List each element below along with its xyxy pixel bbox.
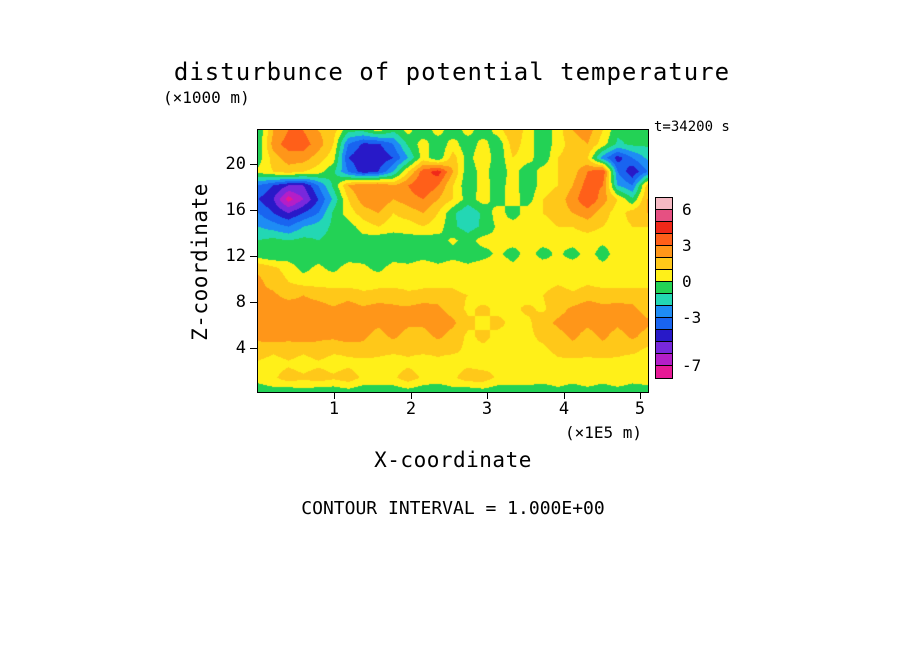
colorbar-segment [656, 342, 672, 354]
colorbar-segment [656, 330, 672, 342]
colorbar-segment [656, 246, 672, 258]
colorbar-tick-label: 3 [682, 236, 692, 255]
colorbar-segment [656, 318, 672, 330]
x-tick-label: 3 [481, 399, 493, 419]
colorbar-segment [656, 234, 672, 246]
y-axis-unit-label: (×1000 m) [163, 88, 250, 107]
colorbar-segment [656, 366, 672, 378]
y-tick-mark [250, 302, 257, 303]
colorbar-segment [656, 294, 672, 306]
y-tick-mark [250, 164, 257, 165]
x-tick-mark [487, 392, 488, 399]
colorbar-segment [656, 354, 672, 366]
colorbar-segment [656, 258, 672, 270]
colorbar-segment [656, 210, 672, 222]
colorbar-segment [656, 282, 672, 294]
colorbar-tick-label: -3 [682, 308, 702, 327]
y-tick-mark [250, 210, 257, 211]
x-tick-label: 2 [405, 399, 417, 419]
y-tick-label: 12 [225, 246, 246, 266]
plot-title: disturbunce of potential temperature [173, 58, 731, 86]
colorbar-tick-label: 0 [682, 272, 692, 291]
colorbar-segment [656, 270, 672, 282]
y-tick-label: 16 [225, 200, 246, 220]
colorbar-segment [656, 306, 672, 318]
colorbar-tick-label: 6 [682, 200, 692, 219]
y-tick-mark [250, 348, 257, 349]
x-tick-label: 4 [558, 399, 570, 419]
x-tick-label: 1 [328, 399, 340, 419]
colorbar-segment [656, 222, 672, 234]
y-tick-label: 4 [235, 338, 246, 358]
y-tick-mark [250, 256, 257, 257]
x-tick-label: 5 [634, 399, 646, 419]
x-axis-unit-label: (×1E5 m) [565, 423, 643, 442]
x-tick-mark [640, 392, 641, 399]
plot-frame [257, 129, 649, 393]
contour-interval-note: CONTOUR INTERVAL = 1.000E+00 [301, 498, 605, 519]
colorbar [655, 197, 673, 379]
x-tick-mark [411, 392, 412, 399]
x-axis-title: X-coordinate [374, 448, 532, 472]
contour-field [258, 130, 648, 392]
time-label: t=34200 s [654, 119, 730, 135]
y-tick-label: 8 [235, 292, 246, 312]
x-tick-mark [334, 392, 335, 399]
y-tick-label: 20 [225, 154, 246, 174]
colorbar-tick-label: -7 [682, 356, 702, 375]
colorbar-segment [656, 198, 672, 210]
x-tick-mark [564, 392, 565, 399]
